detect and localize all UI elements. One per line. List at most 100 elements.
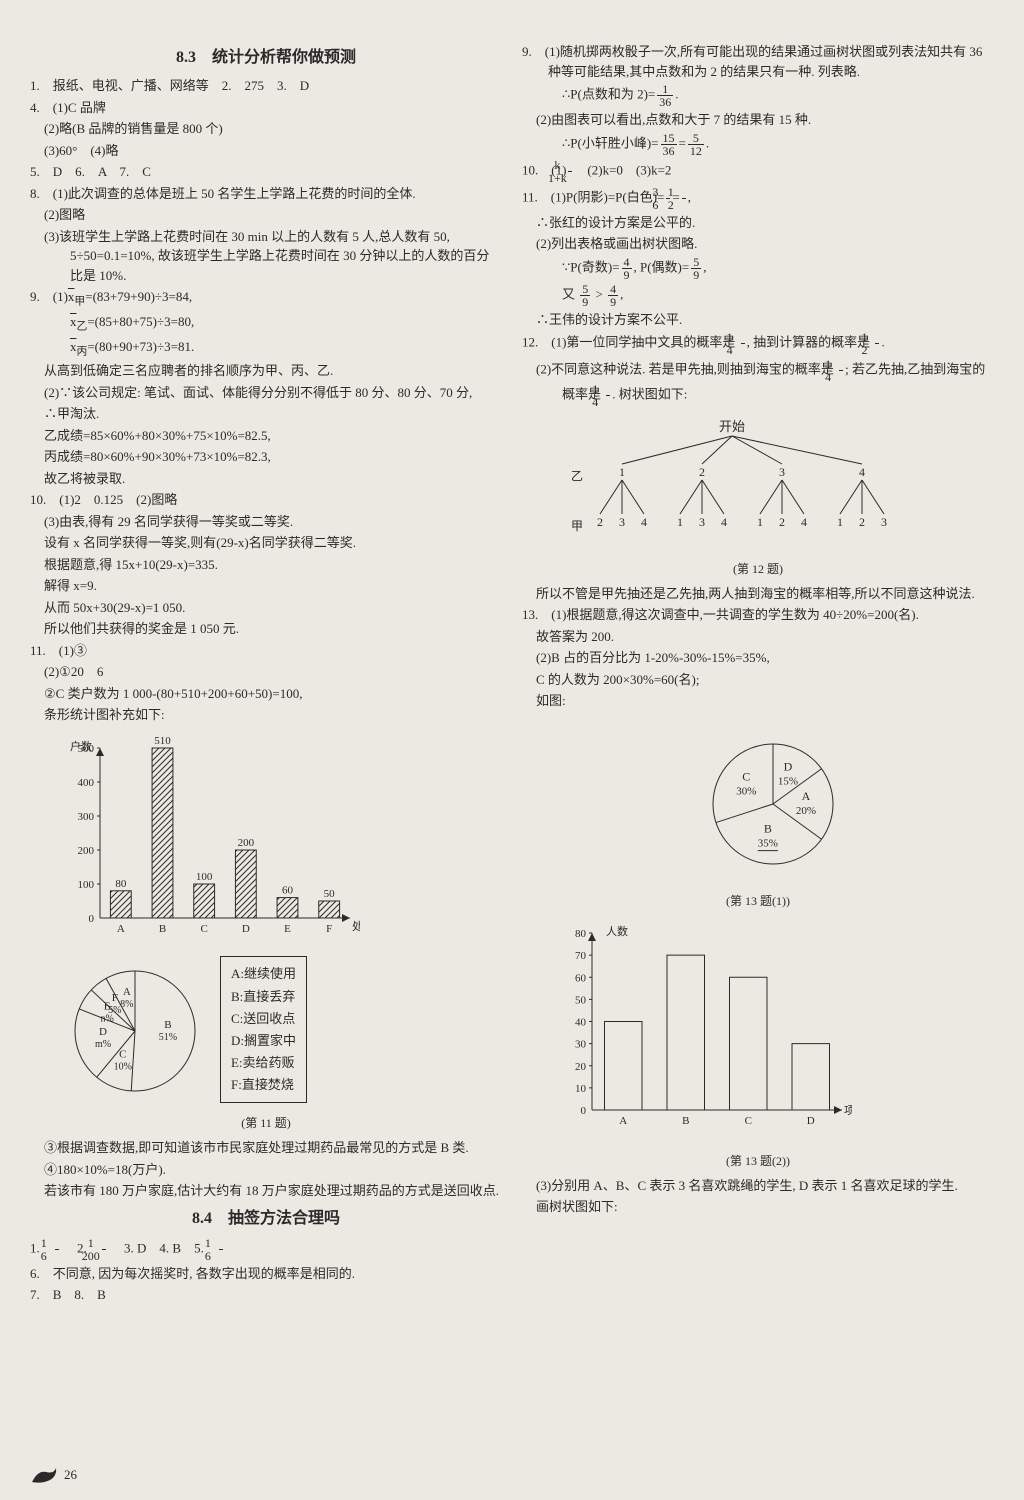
- svg-text:4: 4: [721, 515, 727, 529]
- svg-text:D: D: [242, 923, 250, 935]
- svg-text:30%: 30%: [736, 785, 756, 797]
- svg-text:E: E: [284, 923, 291, 935]
- svg-text:B: B: [164, 1020, 171, 1032]
- svg-text:B: B: [682, 1115, 689, 1127]
- svg-text:20: 20: [575, 1061, 587, 1073]
- q11f: ④180×10%=18(万户).: [30, 1160, 502, 1180]
- svg-text:A: A: [117, 923, 125, 935]
- r11b: ∴张红的设计方案是公平的.: [522, 213, 994, 233]
- q10a: 10. (1)2 0.125 (2)图略: [30, 490, 502, 510]
- svg-text:3: 3: [881, 515, 887, 529]
- q10f: 从而 50x+30(29-x)=1 050.: [30, 598, 502, 618]
- q12-tree-svg: 开始乙甲1234213431244123: [552, 416, 912, 546]
- r13d: C 的人数为 200×30%=60(名);: [522, 670, 994, 690]
- svg-text:B: B: [764, 821, 772, 835]
- svg-text:500: 500: [78, 743, 95, 755]
- q9h: 丙成绩=80×60%+90×30%+73×10%=82.3,: [30, 447, 502, 467]
- q8a: 8. (1)此次调查的总体是班上 50 名学生上学路上花费的时间的全体.: [30, 184, 502, 204]
- svg-text:70: 70: [575, 950, 587, 962]
- q11-pie-legend: B51%C10%Dm%En%F5%A8% A:继续使用 B:直接丢弃 C:送回收…: [60, 956, 502, 1106]
- svg-text:51%: 51%: [159, 1033, 177, 1044]
- svg-text:40: 40: [575, 1017, 587, 1029]
- q8c: (3)该班学生上学路上花费时间在 30 min 以上的人数有 5 人,总人数有 …: [30, 227, 502, 286]
- svg-text:0: 0: [89, 913, 95, 925]
- r13g: 画树状图如下:: [522, 1197, 994, 1217]
- svg-text:2: 2: [699, 465, 705, 479]
- r11c: (2)列出表格或画出树状图略.: [522, 234, 994, 254]
- r11e: 又 59 > 49,: [522, 283, 994, 308]
- q1: 1. 报纸、电视、广播、网络等 2. 275 3. D: [30, 76, 502, 96]
- svg-text:10: 10: [575, 1083, 587, 1095]
- svg-text:4: 4: [641, 515, 647, 529]
- legend-item: E:卖给药贩: [231, 1052, 296, 1074]
- q11-legend-box: A:继续使用 B:直接丢弃 C:送回收点 D:搁置家中 E:卖给药贩 F:直接焚…: [220, 956, 307, 1103]
- svg-text:4: 4: [859, 465, 865, 479]
- svg-text:B: B: [159, 923, 166, 935]
- svg-text:C: C: [119, 1049, 126, 1061]
- svg-text:D: D: [784, 759, 793, 773]
- q9a: 9. (1)x甲=(83+79+90)÷3=84,: [30, 287, 502, 310]
- svg-text:510: 510: [154, 735, 171, 747]
- q10b: (3)由表,得有 29 名同学获得一等奖或二等奖.: [30, 512, 502, 532]
- r9d: ∴P(小轩胜小峰)=1536=512.: [522, 132, 994, 157]
- svg-text:1: 1: [677, 515, 683, 529]
- svg-text:15%: 15%: [778, 775, 798, 787]
- svg-text:400: 400: [78, 777, 95, 789]
- svg-text:10%: 10%: [114, 1062, 132, 1073]
- q84-6: 6. 不同意, 因为每次摇奖时, 各数字出现的概率是相同的.: [30, 1264, 502, 1284]
- svg-text:200: 200: [238, 837, 255, 849]
- q4a: 4. (1)C 品牌: [30, 98, 502, 118]
- r12b: (2)不同意这种说法. 若是甲先抽,则抽到海宝的概率是 14; 若乙先抽,乙抽到…: [522, 358, 994, 408]
- svg-text:D: D: [807, 1115, 815, 1127]
- svg-text:C: C: [742, 769, 750, 783]
- q11c: ②C 类户数为 1 000-(80+510+200+60+50)=100,: [30, 684, 502, 704]
- r9c: (2)由图表可以看出,点数和大于 7 的结果有 15 种.: [522, 110, 994, 130]
- legend-item: F:直接焚烧: [231, 1074, 296, 1096]
- q9d: 从高到低确定三名应聘者的排名顺序为甲、丙、乙.: [30, 361, 502, 381]
- r12c: 所以不管是甲先抽还是乙先抽,两人抽到海宝的概率相等,所以不同意这种说法.: [522, 584, 994, 604]
- svg-text:2: 2: [597, 515, 603, 529]
- svg-text:D: D: [99, 1027, 107, 1039]
- right-column: 9. (1)随机掷两枚骰子一次,所有可能出现的结果通过画树状图或列表法知共有 3…: [522, 40, 994, 1480]
- r11d: ∵P(奇数)=49, P(偶数)=59,: [522, 256, 994, 281]
- page-number: 26: [64, 1465, 77, 1485]
- svg-text:20%: 20%: [796, 805, 816, 817]
- q84-1: 1. 16 2. 1200 3. D 4. B 5. 16: [30, 1237, 502, 1262]
- q11-bar-svg: 户数处理方式100200300400500080A510B100C200D60E…: [60, 733, 360, 943]
- q9i: 故乙将被录取.: [30, 469, 502, 489]
- svg-text:30: 30: [575, 1039, 587, 1051]
- svg-text:1: 1: [757, 515, 763, 529]
- q13-pie-svg: D15%A20%B35%C30%: [683, 719, 863, 879]
- q11a: 11. (1)③: [30, 641, 502, 661]
- svg-text:1: 1: [837, 515, 843, 529]
- svg-text:100: 100: [78, 879, 95, 891]
- q10g: 所以他们共获得的奖金是 1 050 元.: [30, 619, 502, 639]
- svg-text:3: 3: [779, 465, 785, 479]
- q9g: 乙成绩=85×60%+80×30%+75×10%=82.5,: [30, 426, 502, 446]
- svg-text:2: 2: [779, 515, 785, 529]
- legend-item: D:搁置家中: [231, 1030, 296, 1052]
- left-column: 8.3 统计分析帮你做预测 1. 报纸、电视、广播、网络等 2. 275 3. …: [30, 40, 502, 1480]
- svg-text:F: F: [326, 923, 332, 935]
- q10c: 设有 x 名同学获得一等奖,则有(29-x)名同学获得二等奖.: [30, 533, 502, 553]
- svg-text:35%: 35%: [758, 837, 778, 849]
- q13-bar-svg: 人数项目10203040506070800ABCD: [552, 918, 852, 1138]
- svg-text:A: A: [619, 1115, 627, 1127]
- dolphin-icon: [30, 1462, 60, 1488]
- svg-text:开始: 开始: [719, 419, 745, 434]
- r9b: ∴P(点数和为 2)=136.: [522, 83, 994, 108]
- r13a: 13. (1)根据题意,得这次调查中,一共调查的学生数为 40÷20%=200(…: [522, 605, 994, 625]
- q12-tree: 开始乙甲1234213431244123: [552, 416, 994, 552]
- r13f: (3)分别用 A、B、C 表示 3 名喜欢跳绳的学生, D 表示 1 名喜欢足球…: [522, 1176, 994, 1196]
- svg-text:300: 300: [78, 811, 95, 823]
- svg-text:1: 1: [619, 465, 625, 479]
- q9c: x丙=(80+90+73)÷3=81.: [30, 337, 502, 360]
- r13e: 如图:: [522, 691, 994, 711]
- svg-text:50: 50: [575, 994, 587, 1006]
- q13-caption-b: (第 13 题(2)): [522, 1152, 994, 1170]
- svg-text:80: 80: [115, 878, 127, 890]
- svg-text:8%: 8%: [120, 1000, 133, 1011]
- svg-text:甲: 甲: [571, 519, 583, 533]
- q13-caption-a: (第 13 题(1)): [522, 892, 994, 910]
- page: 8.3 统计分析帮你做预测 1. 报纸、电视、广播、网络等 2. 275 3. …: [0, 0, 1024, 1500]
